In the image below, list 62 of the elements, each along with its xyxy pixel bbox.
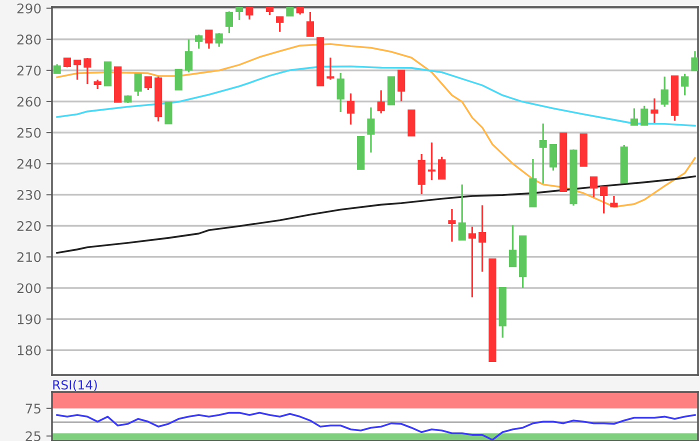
line-series [56, 65, 696, 127]
candlestick [174, 68, 182, 90]
candlestick [508, 224, 516, 268]
candlestick [336, 72, 344, 113]
y-tick-label: 260 [17, 96, 41, 107]
y-tick-label: 280 [17, 34, 41, 45]
y-tick-label: 75 [26, 404, 40, 414]
candlestick [53, 63, 61, 74]
y-tick-label: 240 [17, 158, 41, 169]
candlestick [225, 10, 233, 34]
candlestick [144, 76, 152, 91]
candlestick [660, 76, 668, 108]
candlestick [377, 89, 385, 114]
candlestick [84, 57, 92, 85]
candlestick [184, 38, 192, 74]
candlestick [74, 59, 82, 81]
line-series [56, 43, 696, 208]
candlestick [276, 16, 284, 33]
candlestick [346, 92, 354, 126]
chart-title: RSI(14) [53, 380, 97, 392]
y-tick-label: 250 [17, 128, 41, 138]
candlestick [600, 186, 608, 214]
candlestick [610, 195, 618, 208]
y-tick-label: 290 [17, 3, 41, 14]
candlestick [650, 98, 658, 124]
y-tick-label: 220 [17, 221, 41, 232]
candlestick [286, 7, 294, 16]
candlestick [195, 34, 203, 50]
candlestick [448, 208, 456, 242]
candlestick [681, 72, 689, 96]
candlestick [438, 156, 446, 180]
candlestick [468, 226, 476, 298]
candlestick [134, 72, 142, 97]
candlestick [691, 50, 698, 72]
candlestick [246, 7, 254, 20]
candlestick [590, 176, 598, 198]
candlestick [630, 107, 638, 126]
candlestick [63, 57, 71, 68]
candlestick [549, 144, 557, 172]
candlestick [236, 7, 244, 21]
y-tick-label: 210 [17, 252, 41, 262]
line-series [56, 175, 696, 254]
candlestick [205, 29, 213, 50]
y-tick-label: 200 [17, 283, 41, 294]
candlestick [164, 101, 172, 124]
y-tick-label: 25 [26, 431, 40, 441]
y-tick-label: 180 [18, 345, 41, 356]
candlestick [306, 11, 314, 38]
candlestick [458, 184, 466, 241]
candlestick [428, 142, 436, 181]
candlestick [326, 56, 334, 81]
candlestick [539, 122, 547, 184]
line-series [56, 412, 696, 441]
y-tick-label: 270 [17, 66, 41, 76]
candlestick [367, 106, 375, 154]
candlestick [640, 105, 648, 126]
y-tick-label: 190 [18, 314, 41, 324]
candlestick [94, 78, 102, 90]
candlestick [398, 69, 406, 102]
candlestick [478, 204, 486, 273]
candlestick [215, 32, 223, 48]
y-tick-label: 230 [17, 190, 41, 200]
